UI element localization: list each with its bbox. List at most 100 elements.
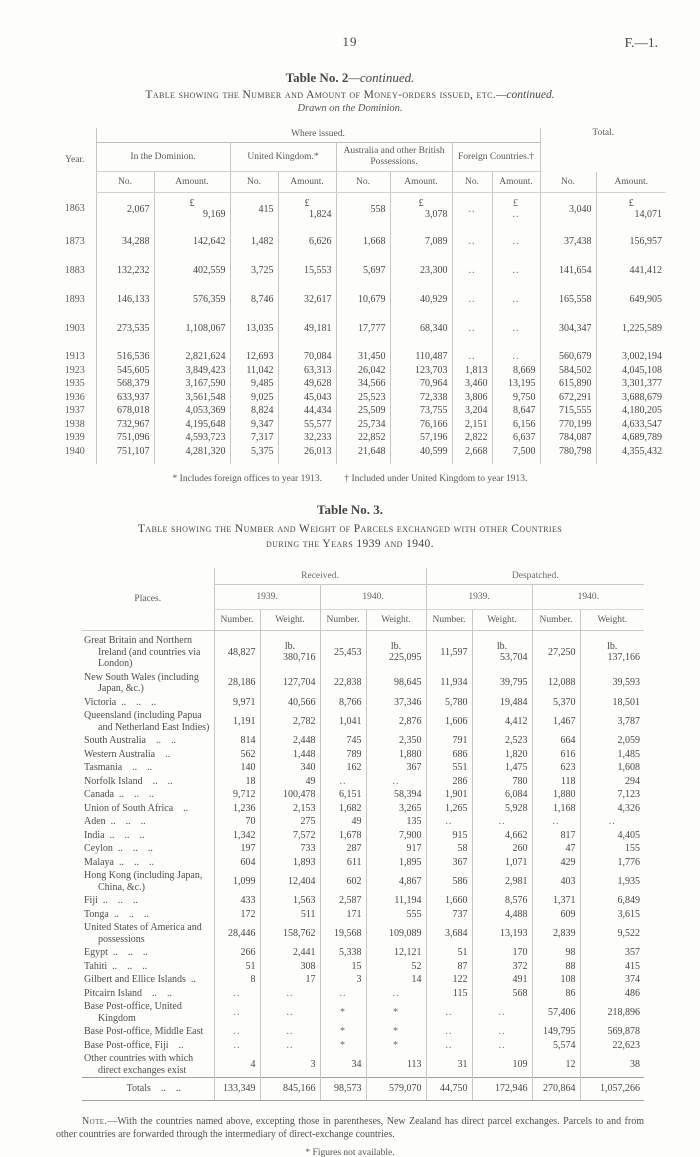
value-cell: 1,813 <box>451 363 492 377</box>
value-text: 1,824 <box>309 209 332 220</box>
unit-label: lb. <box>390 641 402 652</box>
table-row: 1935 568,379 3,167,590 9,485 49,628 34,566 70,… <box>54 377 666 391</box>
value-cell: 88 <box>531 959 580 973</box>
value-cell: 3,615 <box>579 907 644 921</box>
value-cell: 273,535 <box>95 314 154 343</box>
value-cell: 4,180,205 <box>595 404 666 418</box>
table3-caption-line2: during the Years 1939 and 1940. <box>266 538 434 550</box>
value-cell: 8,647 <box>491 404 540 418</box>
table-row: Union of South Africa .. 1,236 2,153 1,682 3… <box>82 801 644 815</box>
value-cell: 170 <box>471 946 532 960</box>
value-cell: 9,485 <box>229 377 278 391</box>
value-cell: 1,057,266 <box>579 1077 644 1101</box>
value-cell: 19,568 <box>319 921 366 946</box>
table-row: Queensland (including Papua and Netherla… <box>82 709 644 734</box>
value-cell: .. <box>491 314 540 343</box>
value-cell: lb. 137,166 <box>579 630 644 671</box>
value-cell: 845,166 <box>259 1077 320 1101</box>
value-cell: 48,827 <box>213 630 260 671</box>
value-cell: 584,502 <box>539 363 596 377</box>
value-cell: 415 <box>579 959 644 973</box>
value-cell: 429 <box>531 855 580 869</box>
value-cell: 562 <box>213 747 260 761</box>
value-cell: 1,191 <box>213 709 260 734</box>
value-cell: 1,606 <box>425 709 472 734</box>
value-cell: 555 <box>365 907 426 921</box>
where-issued-header: Where issued. <box>95 128 540 143</box>
value-cell: 715,555 <box>539 404 596 418</box>
value-cell: 165,558 <box>539 285 596 314</box>
value-cell: 1,475 <box>471 761 532 775</box>
value-cell: 2,587 <box>319 894 366 908</box>
table-row: 1937 678,018 4,053,369 8,824 44,434 25,509 73,… <box>54 404 666 418</box>
value-cell: .. <box>213 1038 260 1052</box>
value-cell: 11,597 <box>425 630 472 671</box>
value-cell: 25,523 <box>335 390 390 404</box>
value-cell: 11,042 <box>229 363 278 377</box>
value-cell: 14 <box>365 973 426 987</box>
value-text: 14,071 <box>634 209 663 220</box>
table2-header-row1: Year. Where issued. Total. <box>54 128 666 172</box>
value-cell: 40,566 <box>259 695 320 709</box>
value-cell: £.. <box>491 192 540 227</box>
unit-label: £ <box>628 198 634 209</box>
value-cell: 27,250 <box>531 630 580 671</box>
value-cell: 115 <box>425 986 472 1000</box>
page-header: 19 F.—1. <box>36 34 664 54</box>
value-cell: 13,193 <box>471 921 532 946</box>
table-row: Western Australia .. 562 1,448 789 1,880 686 1… <box>82 747 644 761</box>
value-cell: 12 <box>531 1052 580 1078</box>
value-cell: .. <box>471 1038 532 1052</box>
place-cell: Fiji .. .. .. <box>84 895 138 906</box>
table3-header-row1: Places. Received. Despatched. <box>82 568 644 631</box>
value-cell: 51 <box>213 959 260 973</box>
value-cell: 917 <box>365 842 426 856</box>
value-cell: 9,750 <box>491 390 540 404</box>
value-cell: 3,167,590 <box>153 377 230 391</box>
note-text: —With the countries named above, excepti… <box>56 1115 644 1141</box>
value-cell: 558 <box>335 192 390 227</box>
value-cell: 751,096 <box>95 431 154 445</box>
value-cell: 3 <box>319 973 366 987</box>
value-text: .. <box>512 209 520 220</box>
value-cell: 6,637 <box>491 431 540 445</box>
table-row: Norfolk Island .. .. 18 49.... 286 780 118 294 <box>82 774 644 788</box>
table2-footnotes: * Includes foreign offices to year 1913.… <box>0 474 700 484</box>
money-orders-tbody: 1863 2,067 £9,169 415 £1,824 558 £3,078.. £.. 3,… <box>54 192 666 464</box>
unit-label: lb. <box>284 641 296 652</box>
value-cell: 672,291 <box>539 390 596 404</box>
value-cell: 491 <box>471 973 532 987</box>
value-cell: 1,893 <box>259 855 320 869</box>
year-cell: 1913 <box>64 351 85 362</box>
value-cell: 615,890 <box>539 377 596 391</box>
value-cell: 12,404 <box>259 869 320 894</box>
places-column-header: Places. <box>82 568 214 631</box>
year-header-despatched-1940: 1940. <box>531 584 644 610</box>
year-cell: 1938 <box>64 418 85 430</box>
value-cell: 2,782 <box>259 709 320 734</box>
value-cell: 4,412 <box>471 709 532 734</box>
value-cell: 22,623 <box>579 1038 644 1052</box>
place-cell: Egypt .. .. .. <box>84 947 148 958</box>
value-cell: 28,446 <box>213 921 260 946</box>
value-cell: 34,288 <box>95 227 154 256</box>
value-cell: 73,755 <box>389 404 452 418</box>
value-cell: 745 <box>319 734 366 748</box>
no-header: No. <box>451 171 492 193</box>
value-cell: 604 <box>213 855 260 869</box>
parcels-table: Places. Received. Despatched. 1939. 1940… <box>82 568 644 1101</box>
value-cell: 294 <box>579 774 644 788</box>
unit-label: £ <box>513 198 519 209</box>
value-cell: 6,626 <box>277 227 336 256</box>
note-label: Note. <box>82 1115 108 1127</box>
value-cell: 260 <box>471 842 532 856</box>
value-cell: 5,574 <box>531 1038 580 1052</box>
value-cell: 304,347 <box>539 314 596 343</box>
value-cell: 26,042 <box>335 363 390 377</box>
value-cell: 579,070 <box>365 1077 426 1101</box>
value-cell: 569,878 <box>579 1025 644 1039</box>
value-cell: 25,509 <box>335 404 390 418</box>
value-cell: 4,633,547 <box>595 417 666 431</box>
value-cell: 3,787 <box>579 709 644 734</box>
